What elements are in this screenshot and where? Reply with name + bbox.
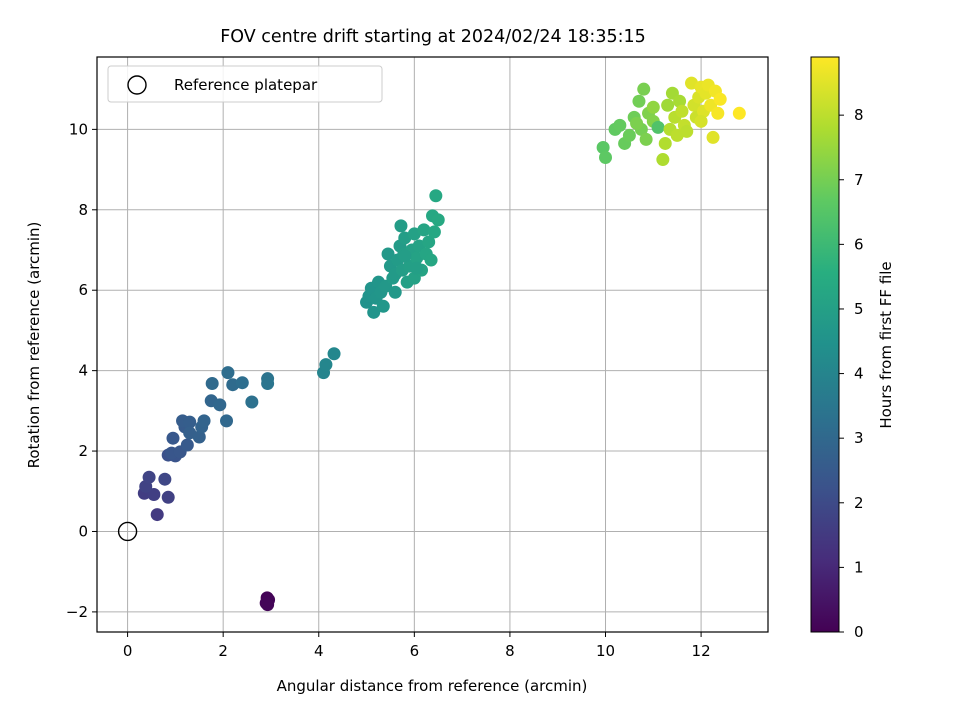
data-point (327, 347, 341, 361)
data-point (622, 128, 636, 142)
data-point (422, 235, 436, 249)
colorbar-tick-label: 6 (854, 235, 864, 253)
colorbar-tick-label: 3 (854, 429, 864, 447)
data-point (680, 124, 694, 138)
data-point (706, 130, 720, 144)
data-point (220, 414, 234, 428)
axes-frame (96, 56, 769, 633)
grid-lines (97, 57, 768, 632)
data-point (632, 94, 646, 108)
data-point (150, 508, 164, 522)
data-point (213, 398, 227, 412)
data-point (646, 100, 660, 114)
data-point (319, 358, 333, 372)
colorbar-tick-label: 5 (854, 300, 864, 318)
data-point (398, 249, 412, 263)
y-tick-label: 6 (78, 281, 88, 299)
x-axis-label: Angular distance from reference (arcmin) (277, 677, 588, 695)
data-point (675, 104, 689, 118)
colorbar-tick-label: 2 (854, 494, 864, 512)
data-point (431, 213, 445, 227)
data-point (197, 414, 211, 428)
x-axis-ticks: 0 2 4 6 8 10 12 (123, 632, 711, 660)
legend-marker (127, 75, 147, 95)
colorbar-label: Hours from first FF file (877, 261, 895, 428)
data-point (630, 116, 644, 130)
y-tick-label: 2 (78, 442, 88, 460)
data-point (711, 106, 725, 120)
colorbar-tick-label: 1 (854, 558, 864, 576)
data-point (261, 598, 275, 612)
legend-box (107, 65, 383, 103)
data-point (658, 136, 672, 150)
y-tick-label: 10 (69, 120, 88, 138)
data-point (424, 253, 438, 267)
data-point (713, 92, 727, 106)
data-point (376, 299, 390, 313)
data-point (142, 470, 156, 484)
data-point (596, 140, 610, 154)
data-point (694, 114, 708, 128)
data-point (613, 118, 627, 132)
data-point (394, 219, 408, 233)
y-axis-label: Rotation from reference (arcmin) (25, 222, 43, 469)
x-tick-label: 12 (692, 642, 711, 660)
data-point (673, 94, 687, 108)
y-tick-label: −2 (66, 603, 88, 621)
data-point (180, 438, 194, 452)
data-point (388, 285, 402, 299)
data-point (639, 132, 653, 146)
data-point (732, 106, 746, 120)
x-tick-label: 4 (314, 642, 324, 660)
data-point (656, 153, 670, 167)
colorbar-gradient (810, 56, 840, 633)
data-point (158, 472, 172, 486)
y-tick-label: 8 (78, 201, 88, 219)
legend-label: Reference platepar (174, 76, 318, 94)
y-axis-ticks: −2 0 2 4 6 8 10 (66, 120, 97, 621)
data-point (381, 247, 395, 261)
data-point (261, 377, 275, 391)
colorbar-tick-label: 7 (854, 171, 864, 189)
data-point (661, 98, 675, 112)
y-tick-label: 4 (78, 362, 88, 380)
data-point (367, 305, 381, 319)
data-point (417, 223, 431, 237)
data-point (183, 415, 197, 429)
colorbar-tick-label: 4 (854, 365, 864, 383)
data-point (599, 151, 613, 165)
colorbar: 0 1 2 3 4 5 6 7 8 Hours from first FF file (810, 56, 895, 641)
y-tick-label: 0 (78, 522, 88, 540)
data-point (427, 225, 441, 239)
colorbar-ticks: 0 1 2 3 4 5 6 7 8 (839, 106, 864, 641)
x-tick-label: 8 (505, 642, 515, 660)
data-point (245, 395, 259, 409)
data-point (637, 82, 651, 96)
data-point (410, 261, 424, 275)
data-point (147, 487, 161, 501)
legend: Reference platepar (107, 65, 383, 103)
x-tick-label: 2 (218, 642, 228, 660)
plot-area (96, 56, 769, 633)
x-tick-label: 0 (123, 642, 133, 660)
data-point (429, 189, 443, 203)
data-point (161, 490, 175, 504)
x-tick-label: 6 (410, 642, 420, 660)
data-points (137, 76, 746, 612)
data-point (651, 120, 665, 134)
x-tick-label: 10 (596, 642, 615, 660)
data-point (192, 430, 206, 444)
colorbar-tick-label: 8 (854, 106, 864, 124)
data-point (205, 377, 219, 391)
data-point (221, 366, 235, 380)
chart-title: FOV centre drift starting at 2024/02/24 … (220, 27, 646, 47)
colorbar-tick-label: 0 (854, 623, 864, 641)
reference-marker (117, 521, 138, 542)
data-point (235, 376, 249, 390)
data-point (166, 431, 180, 445)
